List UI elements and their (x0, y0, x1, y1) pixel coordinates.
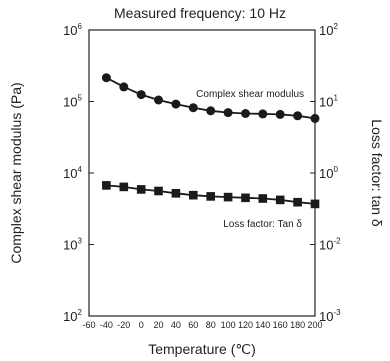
x-tick-label: -60 (82, 320, 95, 330)
data-point-square (171, 189, 181, 198)
series-label-loss-factor: Loss factor: Tan δ (223, 219, 302, 230)
plot-frame (88, 29, 316, 317)
data-point-square (258, 194, 268, 203)
x-tick-label: 140 (255, 320, 270, 330)
data-point-circle (206, 106, 216, 116)
data-point-square (206, 192, 215, 201)
data-point-circle (241, 109, 250, 118)
y2-tick-label: 101 (319, 94, 338, 110)
x-axis-label: Temperature (℃) (148, 341, 256, 357)
y2-tick-label: 10-2 (319, 237, 341, 253)
y-tick-label: 104 (63, 165, 82, 181)
data-point-square (293, 197, 302, 207)
data-point-circle (258, 109, 268, 119)
data-point-circle (154, 95, 163, 105)
data-point-square (310, 199, 320, 209)
y2-tick-label: 102 (319, 22, 338, 38)
x-tick-label: 40 (171, 320, 181, 330)
data-point-circle (293, 111, 303, 121)
data-point-square (223, 192, 233, 202)
data-point-square (136, 185, 146, 194)
series-label-modulus: Complex shear modulus (196, 89, 304, 100)
chart-title: Measured frequency: 10 Hz (114, 5, 286, 21)
data-point-circle (101, 73, 111, 83)
data-point-circle (275, 109, 285, 119)
y2-tick-label: 100 (319, 165, 338, 181)
x-tick-label: -20 (117, 320, 130, 330)
y-tick-label: 103 (63, 237, 82, 253)
data-point-square (189, 190, 198, 200)
x-tick-label: 20 (153, 320, 163, 330)
data-point-square (154, 186, 163, 196)
y2-tick-label: 10-3 (319, 308, 341, 324)
y2-axis-label: Loss factor: tan δ (369, 119, 385, 227)
data-point-circle (188, 103, 198, 113)
data-point-circle (136, 90, 146, 100)
x-tick-label: 100 (221, 320, 236, 330)
x-tick-label: 160 (273, 320, 288, 330)
data-point-circle (119, 82, 129, 92)
data-point-square (119, 182, 129, 192)
y-axis-ticks: 102 103 104 105 106 (63, 22, 94, 324)
x-tick-label: -40 (100, 320, 113, 330)
y-axis-label: Complex shear modulus (Pa) (8, 82, 24, 263)
x-tick-label: 80 (206, 320, 216, 330)
data-point-circle (223, 108, 233, 118)
data-point-square (275, 195, 285, 205)
y-tick-label: 105 (63, 94, 82, 110)
data-point-square (102, 181, 111, 190)
x-tick-label: 120 (238, 320, 253, 330)
x-axis-ticks: -60 -40 -20 0 20 40 60 80 100 120 140 160 180 200 (82, 320, 322, 330)
y-tick-label: 102 (63, 308, 82, 324)
x-tick-label: 60 (188, 320, 198, 330)
data-point-circle (310, 113, 320, 123)
data-point-square (241, 193, 250, 203)
y-tick-label: 106 (63, 22, 82, 38)
x-tick-label: 200 (307, 320, 322, 330)
data-point-circle (171, 99, 181, 109)
x-tick-label: 0 (139, 320, 144, 330)
y2-axis-ticks: 10-3 10-2 100 101 102 (310, 22, 341, 324)
series-layer (101, 73, 320, 209)
x-tick-label: 180 (290, 320, 305, 330)
